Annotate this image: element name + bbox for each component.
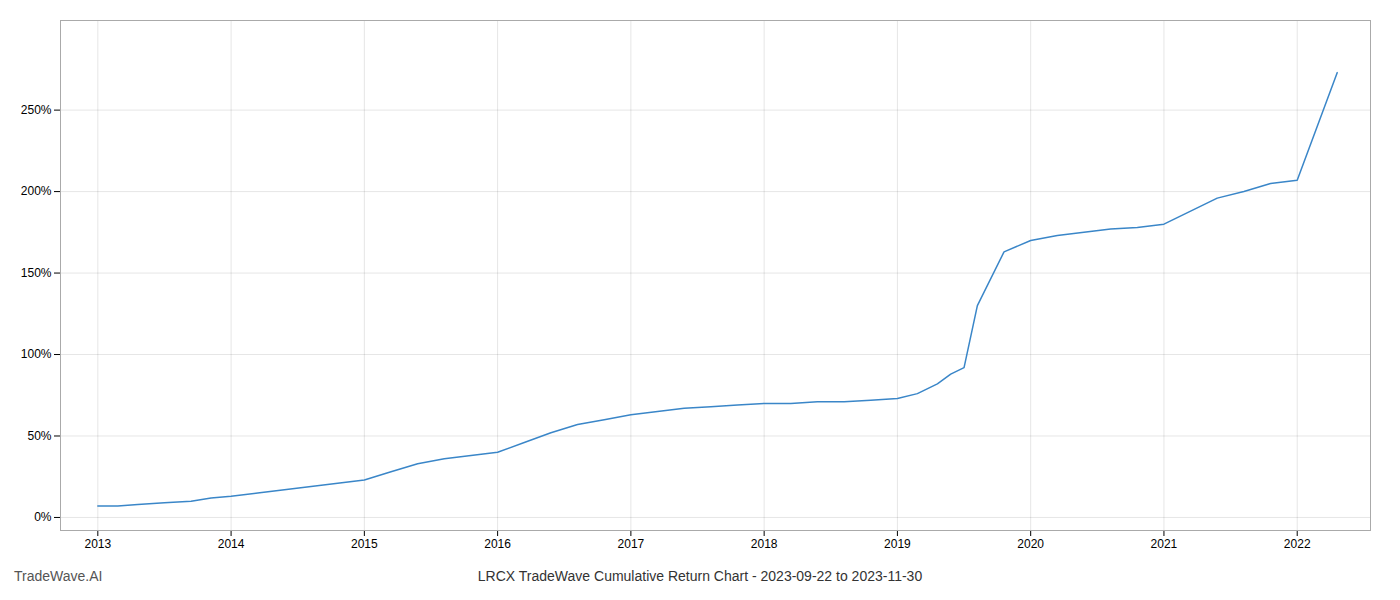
svg-text:0%: 0% xyxy=(34,510,52,524)
svg-text:2019: 2019 xyxy=(884,537,911,551)
svg-text:150%: 150% xyxy=(21,266,52,280)
svg-text:200%: 200% xyxy=(21,184,52,198)
svg-text:2014: 2014 xyxy=(218,537,245,551)
html-text:LRCX TradeWave Cumulative Retu: LRCX TradeWave Cumulative Return Chart -… xyxy=(477,568,923,584)
svg-text:2018: 2018 xyxy=(751,537,778,551)
svg-text:100%: 100% xyxy=(21,347,52,361)
svg-text:2022: 2022 xyxy=(1284,537,1311,551)
svg-text:2021: 2021 xyxy=(1151,537,1178,551)
svg-text:2017: 2017 xyxy=(618,537,645,551)
svg-text:50%: 50% xyxy=(27,429,51,443)
svg-text:250%: 250% xyxy=(21,103,52,117)
svg-text:2020: 2020 xyxy=(1017,537,1044,551)
svg-text:2016: 2016 xyxy=(484,537,511,551)
html-text:TradeWave.AI: TradeWave.AI xyxy=(14,568,103,584)
svg-text:2015: 2015 xyxy=(351,537,378,551)
svg-text:2013: 2013 xyxy=(84,537,111,551)
